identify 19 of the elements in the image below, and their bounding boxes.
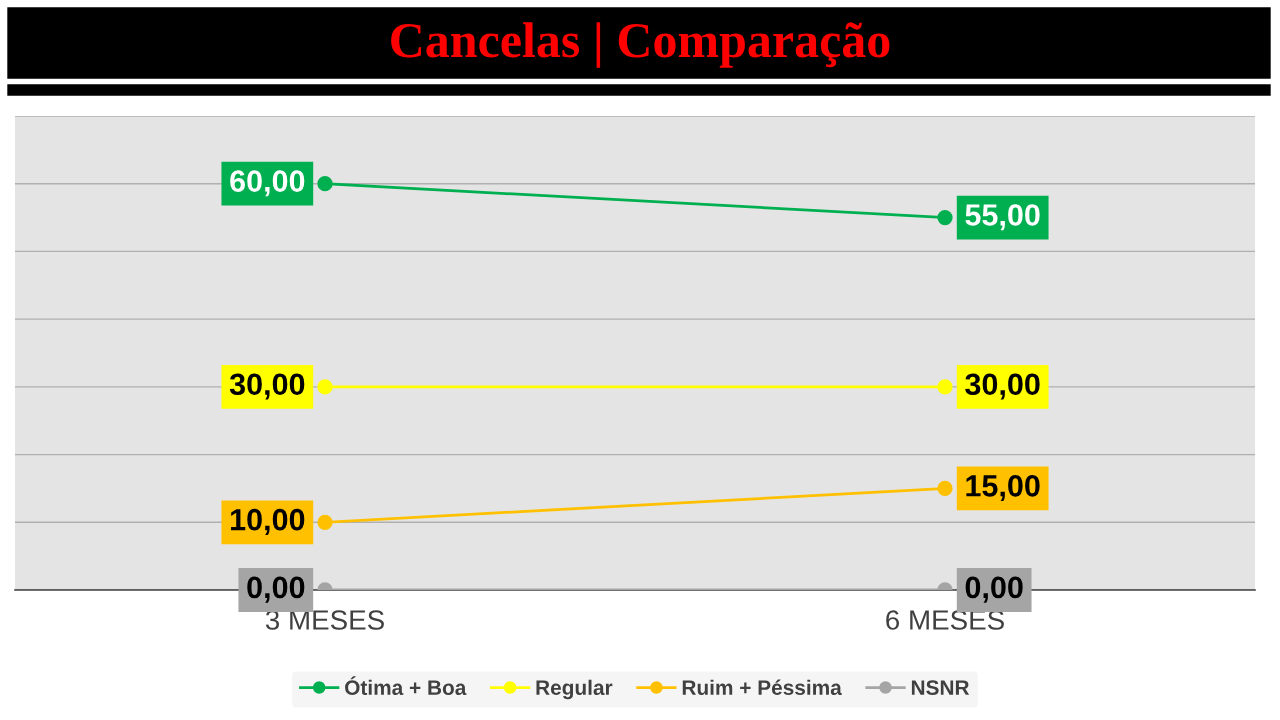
data-label: 55,00 — [965, 204, 1040, 231]
data-label: 30,00 — [965, 373, 1040, 400]
data-label: 0,00 — [247, 576, 305, 603]
point — [317, 514, 333, 530]
legend-label: NSNR — [911, 680, 970, 696]
point — [937, 480, 953, 497]
point — [937, 379, 953, 395]
data-label: 10,00 — [231, 508, 305, 535]
chart-title: Cancelas | Comparação — [391, 22, 890, 68]
point — [317, 379, 333, 395]
data-label: 30,00 — [229, 373, 305, 400]
point — [317, 176, 333, 192]
data-label: 0,00 — [965, 576, 1023, 603]
data-label: 60,00 — [230, 170, 305, 197]
legend-label: Ótima + Boa — [345, 676, 467, 696]
legend-label: Ruim + Péssima — [682, 679, 842, 696]
legend-label: Regular — [536, 679, 613, 700]
data-label: 15,00 — [966, 474, 1040, 502]
point — [937, 209, 953, 226]
